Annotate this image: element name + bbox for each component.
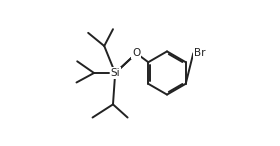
Text: O: O <box>132 48 141 58</box>
Text: Br: Br <box>194 48 205 58</box>
Text: Si: Si <box>110 68 120 78</box>
